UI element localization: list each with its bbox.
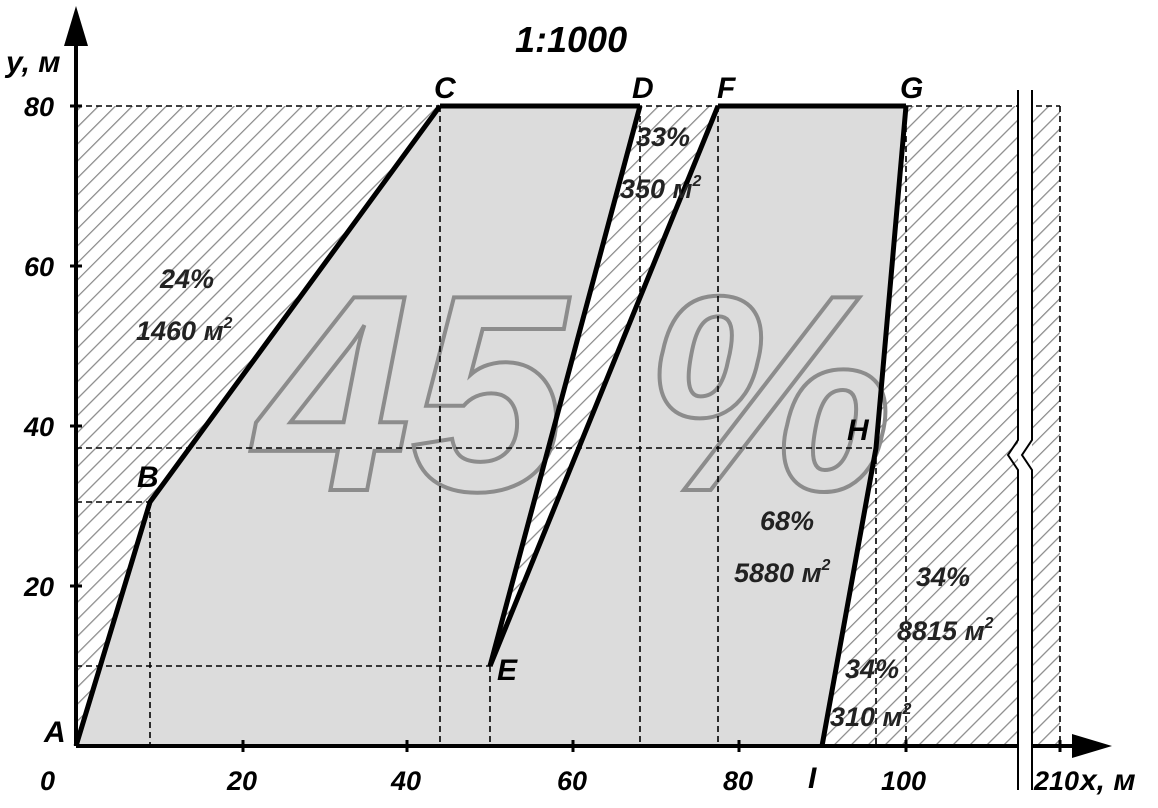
big-percent-label: 45 % <box>246 238 893 550</box>
gray-region-main <box>76 106 640 746</box>
x-axis-label: x, м <box>1078 764 1136 797</box>
line-G-H-I <box>819 105 909 747</box>
y-tick-label: 20 <box>23 572 54 602</box>
y-axis-label: y, м <box>4 46 60 79</box>
y-tick-label: 60 <box>24 252 54 282</box>
point-label-F: F <box>717 72 736 105</box>
svg-text:33%: 33% <box>636 122 690 152</box>
line-D-E <box>487 105 643 667</box>
point-label-C: C <box>434 72 457 105</box>
point-label-B: B <box>137 461 159 494</box>
svg-text:350 м2: 350 м2 <box>620 173 702 204</box>
axis-break-symbol <box>1006 90 1033 790</box>
hatched-area-right <box>1032 106 1060 746</box>
axis-break-gap <box>1018 90 1032 790</box>
x-tick-label: 80 <box>723 766 753 796</box>
boundary-lines <box>73 103 909 747</box>
x-tick-label: 20 <box>226 766 257 796</box>
annotation-small: 34% 310 м2 <box>830 654 912 732</box>
svg-text:8815 м2: 8815 м2 <box>897 615 994 646</box>
line-A-B-C <box>73 104 443 747</box>
annotation-right: 68% 5880 м2 <box>734 506 831 588</box>
y-axis-arrow <box>64 6 88 46</box>
point-label-E: E <box>497 654 518 687</box>
annotation-far: 34% 8815 м2 <box>897 562 994 646</box>
gray-region-right <box>490 106 906 746</box>
point-label-I: I <box>808 762 817 795</box>
svg-text:1460 м2: 1460 м2 <box>136 315 233 346</box>
scale-title: 1:1000 <box>515 19 627 60</box>
point-label-H: H <box>847 414 870 447</box>
tick-marks <box>70 104 1062 752</box>
svg-text:24%: 24% <box>159 264 214 294</box>
x-tick-label: 0 <box>40 766 55 796</box>
x-tick-label: 100 <box>881 766 926 796</box>
svg-text:310 м2: 310 м2 <box>830 701 912 732</box>
line-E-F <box>487 105 721 667</box>
svg-text:5880 м2: 5880 м2 <box>734 557 831 588</box>
y-tick-label: 80 <box>24 92 54 122</box>
x-axis-arrow <box>1072 734 1112 758</box>
point-label-D: D <box>632 72 654 105</box>
y-tick-label: 40 <box>23 412 54 442</box>
svg-text:68%: 68% <box>760 506 814 536</box>
svg-text:34%: 34% <box>916 562 970 592</box>
annotation-mid: 33% 350 м2 <box>620 122 702 204</box>
point-label-A: A <box>43 716 66 749</box>
annotation-left: 24% 1460 м2 <box>136 264 233 346</box>
x-tick-label: 40 <box>390 766 421 796</box>
svg-text:34%: 34% <box>845 654 899 684</box>
x-tick-label: 60 <box>557 766 587 796</box>
point-label-G: G <box>900 72 923 105</box>
x-break-label: 210 <box>1033 766 1079 796</box>
